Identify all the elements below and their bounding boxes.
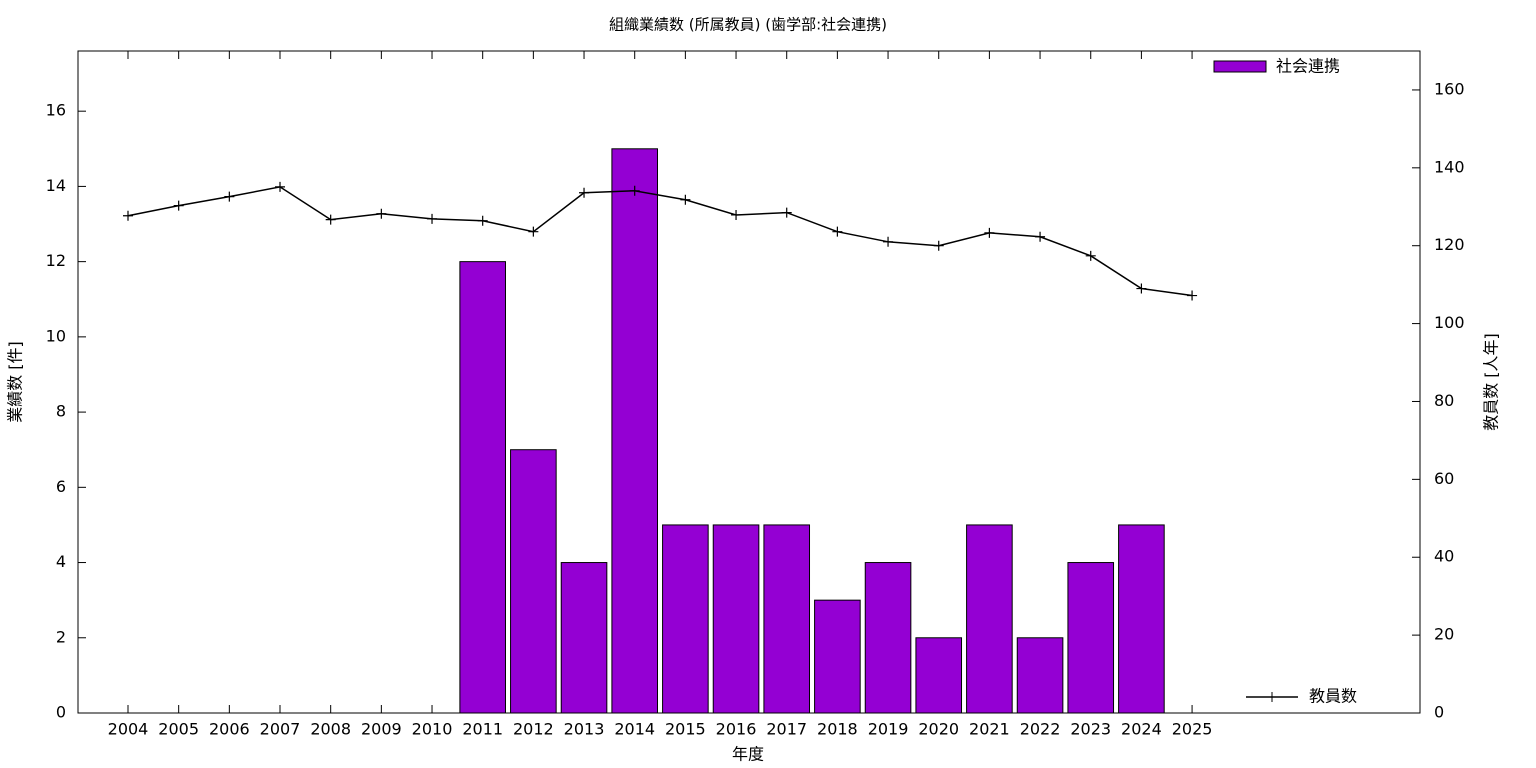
bar xyxy=(1118,524,1165,714)
y-tick-label: 16 xyxy=(46,101,66,120)
y-tick-label: 4 xyxy=(56,552,66,571)
bar xyxy=(915,637,963,714)
point xyxy=(1187,290,1198,301)
bar xyxy=(510,449,557,714)
y-tick-label: 12 xyxy=(46,251,66,270)
bar xyxy=(1016,637,1064,714)
bar xyxy=(712,524,760,714)
x-tick-label: 2020 xyxy=(918,720,959,739)
y-tick-label: 8 xyxy=(56,402,66,421)
x-tick-label: 2019 xyxy=(868,720,909,739)
bar xyxy=(1067,562,1115,714)
point xyxy=(1085,250,1096,261)
point xyxy=(427,213,438,224)
y2-tick-label: 120 xyxy=(1434,235,1465,254)
x-tick-label: 2015 xyxy=(665,720,706,739)
chart-title: 組織業績数 (所属教員) (歯学部:社会連携) xyxy=(609,16,887,34)
y-tick-label: 2 xyxy=(56,627,66,646)
x-tick-label: 2008 xyxy=(310,720,351,739)
point xyxy=(629,185,640,196)
x-tick-label: 2018 xyxy=(817,720,858,739)
point xyxy=(477,215,488,226)
legend-label: 教員数 xyxy=(1309,687,1357,706)
point xyxy=(984,227,995,238)
y2-axis-label: 教員数 [人年] xyxy=(1482,333,1501,431)
point xyxy=(1136,283,1147,294)
y-tick-label: 10 xyxy=(46,326,66,345)
x-tick-label: 2012 xyxy=(513,720,554,739)
x-tick-label: 2006 xyxy=(209,720,250,739)
y2-tick-label: 100 xyxy=(1434,313,1465,332)
x-tick-label: 2010 xyxy=(412,720,453,739)
bar xyxy=(611,148,659,714)
point xyxy=(933,240,944,251)
x-tick-label: 2023 xyxy=(1070,720,1111,739)
bar xyxy=(560,562,608,714)
legend-swatch xyxy=(1213,60,1267,73)
bar xyxy=(814,599,861,714)
y2-tick-label: 0 xyxy=(1434,703,1444,722)
bar xyxy=(459,261,506,714)
bar xyxy=(966,524,1013,714)
x-tick-label: 2013 xyxy=(564,720,605,739)
y2-tick-label: 60 xyxy=(1434,469,1454,488)
point xyxy=(579,187,590,198)
y-axis-label: 業績数 [件] xyxy=(6,341,25,423)
point xyxy=(224,191,235,202)
bar xyxy=(864,562,912,714)
y-tick-label: 6 xyxy=(56,477,66,496)
point xyxy=(325,214,336,225)
point xyxy=(376,208,387,219)
y2-tick-label: 160 xyxy=(1434,79,1465,98)
point xyxy=(680,194,691,205)
y2-tick-label: 20 xyxy=(1434,625,1454,644)
point xyxy=(173,200,184,211)
x-tick-label: 2011 xyxy=(462,720,503,739)
x-tick-label: 2022 xyxy=(1020,720,1061,739)
y-tick-label: 0 xyxy=(56,703,66,722)
point xyxy=(1035,231,1046,242)
point xyxy=(731,209,742,220)
x-tick-label: 2014 xyxy=(614,720,655,739)
point xyxy=(528,226,539,237)
x-axis-label: 年度 xyxy=(732,745,764,764)
point xyxy=(275,181,286,192)
x-tick-label: 2021 xyxy=(969,720,1010,739)
bar xyxy=(662,524,709,714)
x-tick-label: 2004 xyxy=(108,720,149,739)
point xyxy=(883,236,894,247)
x-tick-label: 2025 xyxy=(1172,720,1213,739)
x-tick-label: 2017 xyxy=(766,720,807,739)
y-tick-label: 14 xyxy=(46,176,66,195)
line xyxy=(127,186,1193,297)
point xyxy=(123,210,133,221)
y2-tick-label: 40 xyxy=(1434,547,1454,566)
bar xyxy=(763,524,811,714)
point xyxy=(781,207,792,218)
legend-label: 社会連携 xyxy=(1276,57,1340,76)
point xyxy=(832,226,843,237)
legend-swatch xyxy=(1267,692,1277,702)
y2-tick-label: 80 xyxy=(1434,391,1454,410)
x-tick-label: 2024 xyxy=(1121,720,1162,739)
x-tick-label: 2005 xyxy=(158,720,199,739)
x-tick-label: 2009 xyxy=(361,720,402,739)
y2-tick-label: 140 xyxy=(1434,157,1465,176)
x-tick-label: 2016 xyxy=(716,720,757,739)
x-tick-label: 2007 xyxy=(260,720,301,739)
